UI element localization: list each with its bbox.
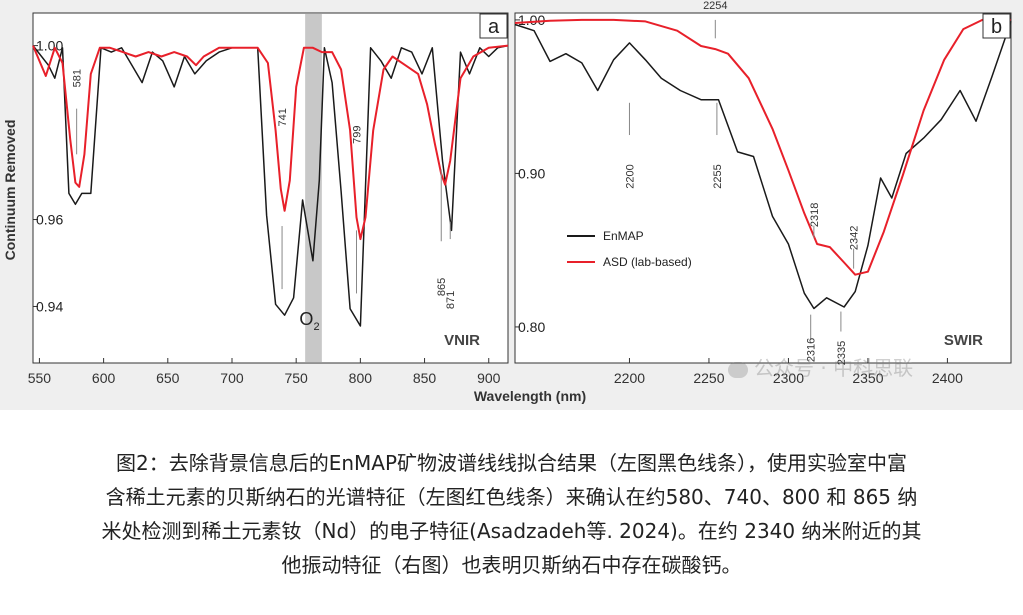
vnir-y-tick-label: 0.94 [36,298,63,314]
vnir-y-tick-label: 1.00 [36,38,63,54]
caption-line-2: 含稀土元素的贝斯纳石的光谱特征（左图红色线条）来确认在约580、740、800 … [105,485,918,509]
swir-annotation-2254: 2254 [703,0,727,12]
swir-x-tick-label: 2200 [614,370,645,386]
swir-annotation-2200: 2200 [624,164,636,188]
legend-enmap-label: EnMAP [603,229,644,243]
watermark: 公众号 · 中科思联 [728,352,913,381]
vnir-x-tick-label: 850 [413,370,437,386]
swir-region-label: SWIR [944,332,983,349]
caption-line-3: 米处检测到稀土元素钕（Nd）的电子特征(Asadzadeh等. 2024)。在约… [101,519,922,543]
vnir-x-tick-label: 700 [220,370,244,386]
vnir-x-tick-label: 900 [477,370,501,386]
vnir-y-tick-label: 0.96 [36,212,63,228]
vnir-x-tick-label: 600 [92,370,116,386]
vnir-x-tick-label: 800 [349,370,373,386]
vnir-x-tick-label: 650 [156,370,180,386]
swir-panel-label: b [991,16,1002,38]
vnir-x-tick-label: 750 [284,370,308,386]
swir-annotation-2316: 2316 [806,338,818,362]
legend-asd-label: ASD (lab-based) [603,255,692,269]
swir-annotation-2318: 2318 [809,203,821,227]
vnir-annotation-865: 865 [436,278,448,296]
vnir-panel-label: a [488,16,500,38]
vnir-annotation-799: 799 [352,126,364,144]
caption-line-4: 他振动特征（右图）也表明贝斯纳石中存在碳酸钙。 [281,553,742,577]
swir-annotation-2342: 2342 [849,226,861,250]
swir-annotation-2335: 2335 [836,341,848,365]
vnir-panel-label-box [479,13,508,39]
vnir-region-label: VNIR [444,332,480,349]
swir-annotation-2255: 2255 [712,164,724,188]
vnir-annotation-741: 741 [277,108,289,126]
x-axis-label: Wavelength (nm) [474,388,586,404]
swir-x-tick-label: 2250 [693,370,724,386]
figure-caption: 图2：去除背景信息后的EnMAP矿物波谱线线拟合结果（左图黑色线条），使用实验室… [8,446,1015,582]
swir-x-tick-label: 2300 [773,370,804,386]
wechat-logo-icon [728,361,748,378]
vnir-x-tick-label: 550 [28,370,52,386]
swir-chart: 2200 2250 2300 2350 2400 1.00 0.90 0.80 2254 2200… [514,0,1012,386]
caption-line-1: 图2：去除背景信息后的EnMAP矿物波谱线线拟合结果（左图黑色线条），使用实验室… [115,451,908,475]
swir-y-tick-label: 0.80 [518,319,545,335]
y-axis-label: Continuum Removed [2,120,18,261]
swir-panel-label-box [982,13,1011,39]
swir-y-tick-label: 0.90 [518,165,545,181]
o2-absorption-band [305,14,322,362]
swir-x-tick-label: 2400 [932,370,963,386]
vnir-annotation-581: 581 [72,69,84,87]
watermark-text: 公众号 · 中科思联 [754,356,914,380]
plot-area-vnir [32,12,509,364]
swir-x-tick-label: 2350 [852,370,883,386]
o2-band-subscript: 2 [313,321,319,333]
vnir-asd-series-line [32,44,509,241]
swir-y-tick-label: 1.00 [518,12,545,28]
vnir-annotation-871: 871 [445,291,457,309]
swir-asd-series-line [514,18,1011,276]
swir-enmap-series-line [514,21,1012,310]
figure: O2 550 600 650 700 750 800 850 900 1.00 0.96 0.94 58… [0,0,1023,410]
